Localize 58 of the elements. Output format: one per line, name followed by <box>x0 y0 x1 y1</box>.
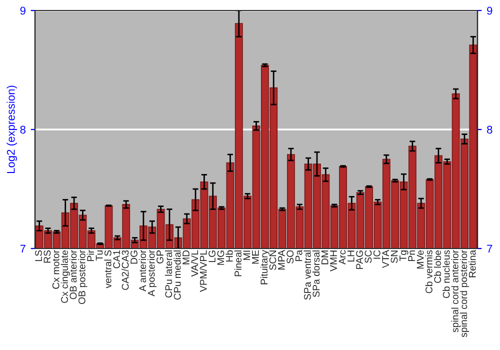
x-tick-label: Pituitary <box>260 250 270 284</box>
x-tick-label: spinal cord anterior <box>451 250 460 332</box>
x-tick-label: MG <box>217 250 224 265</box>
x-tick-label: MPA <box>278 250 285 270</box>
x-tick-label: Pineal <box>234 250 242 276</box>
y-axis-title: Log2 (expression) <box>6 86 18 174</box>
x-tick-label: CPu medial <box>174 250 181 300</box>
y2-tick-label: 7 <box>487 244 492 253</box>
y-tick-label: 7 <box>20 244 26 253</box>
x-tick-label: VA/VL <box>190 250 198 277</box>
x-tick-label: VPM/VPL <box>200 250 207 292</box>
x-tick-label: SC <box>364 250 372 263</box>
x-tick-label: Arc <box>338 250 346 264</box>
x-tick-label: Hb <box>226 250 233 262</box>
x-tick-label: SPa dorsal <box>312 250 320 297</box>
x-tick-label: Cb lobe <box>434 250 442 283</box>
x-tick-label: OB anterior <box>70 250 77 300</box>
x-tick-label: PAG <box>356 250 363 269</box>
x-tick-label: VMH <box>330 250 337 272</box>
x-tick-label: MD <box>182 250 190 264</box>
x-tick-label: A posterior <box>148 250 157 296</box>
x-tick-label: Cb nucleus <box>442 250 450 298</box>
x-tick-label: SN <box>390 250 398 263</box>
x-tick-label: Retina <box>468 250 476 278</box>
x-tick-label: LG <box>208 250 216 262</box>
x-tick-label: A anterior <box>138 250 146 292</box>
x-tick-label: OB posterior <box>78 250 88 304</box>
y2-tick-label: 9 <box>487 6 492 15</box>
y2-tick-label: 8 <box>487 126 492 134</box>
x-tick-label: Cx cingulate <box>60 250 70 303</box>
x-tick-label: RS <box>44 250 51 263</box>
x-tick-label: DM <box>321 250 328 264</box>
x-tick-label: CA2/CA3 <box>122 250 129 290</box>
x-tick-label: ME <box>252 250 259 264</box>
x-tick-label: Pir <box>86 250 94 261</box>
x-tick-label: Tu <box>96 250 103 261</box>
x-tick-label: MI <box>243 250 250 260</box>
x-tick-label: LS <box>35 250 42 261</box>
x-tick-label: SPa ventral <box>304 250 311 300</box>
x-tick-label: GP <box>156 250 164 264</box>
x-tick-label: SCN <box>269 250 276 270</box>
x-tick-label: VTA <box>382 250 389 268</box>
x-tick-label: MVe <box>416 250 424 269</box>
x-tick-label: Cb vermis <box>425 250 432 294</box>
x-tick-label: LH <box>348 250 354 262</box>
x-tick-label: CPu lateral <box>164 250 172 298</box>
x-tick-label: Pa <box>295 250 302 261</box>
x-tick-label: CA1 <box>113 250 120 268</box>
x-tick-label: Tg <box>400 250 408 262</box>
x-tick-label: IC <box>373 250 380 259</box>
x-tick-label: DG <box>130 250 138 264</box>
y-tick-label: 9 <box>20 6 26 15</box>
x-tick-label: ventral S <box>104 250 112 288</box>
x-tick-label: spinal cord posterior <box>460 250 470 338</box>
x-tick-label: SO <box>286 250 294 264</box>
y-tick-label: 8 <box>20 126 26 134</box>
x-tick-label: Cx motor <box>52 250 60 289</box>
x-tick-label: Pn <box>408 250 415 261</box>
